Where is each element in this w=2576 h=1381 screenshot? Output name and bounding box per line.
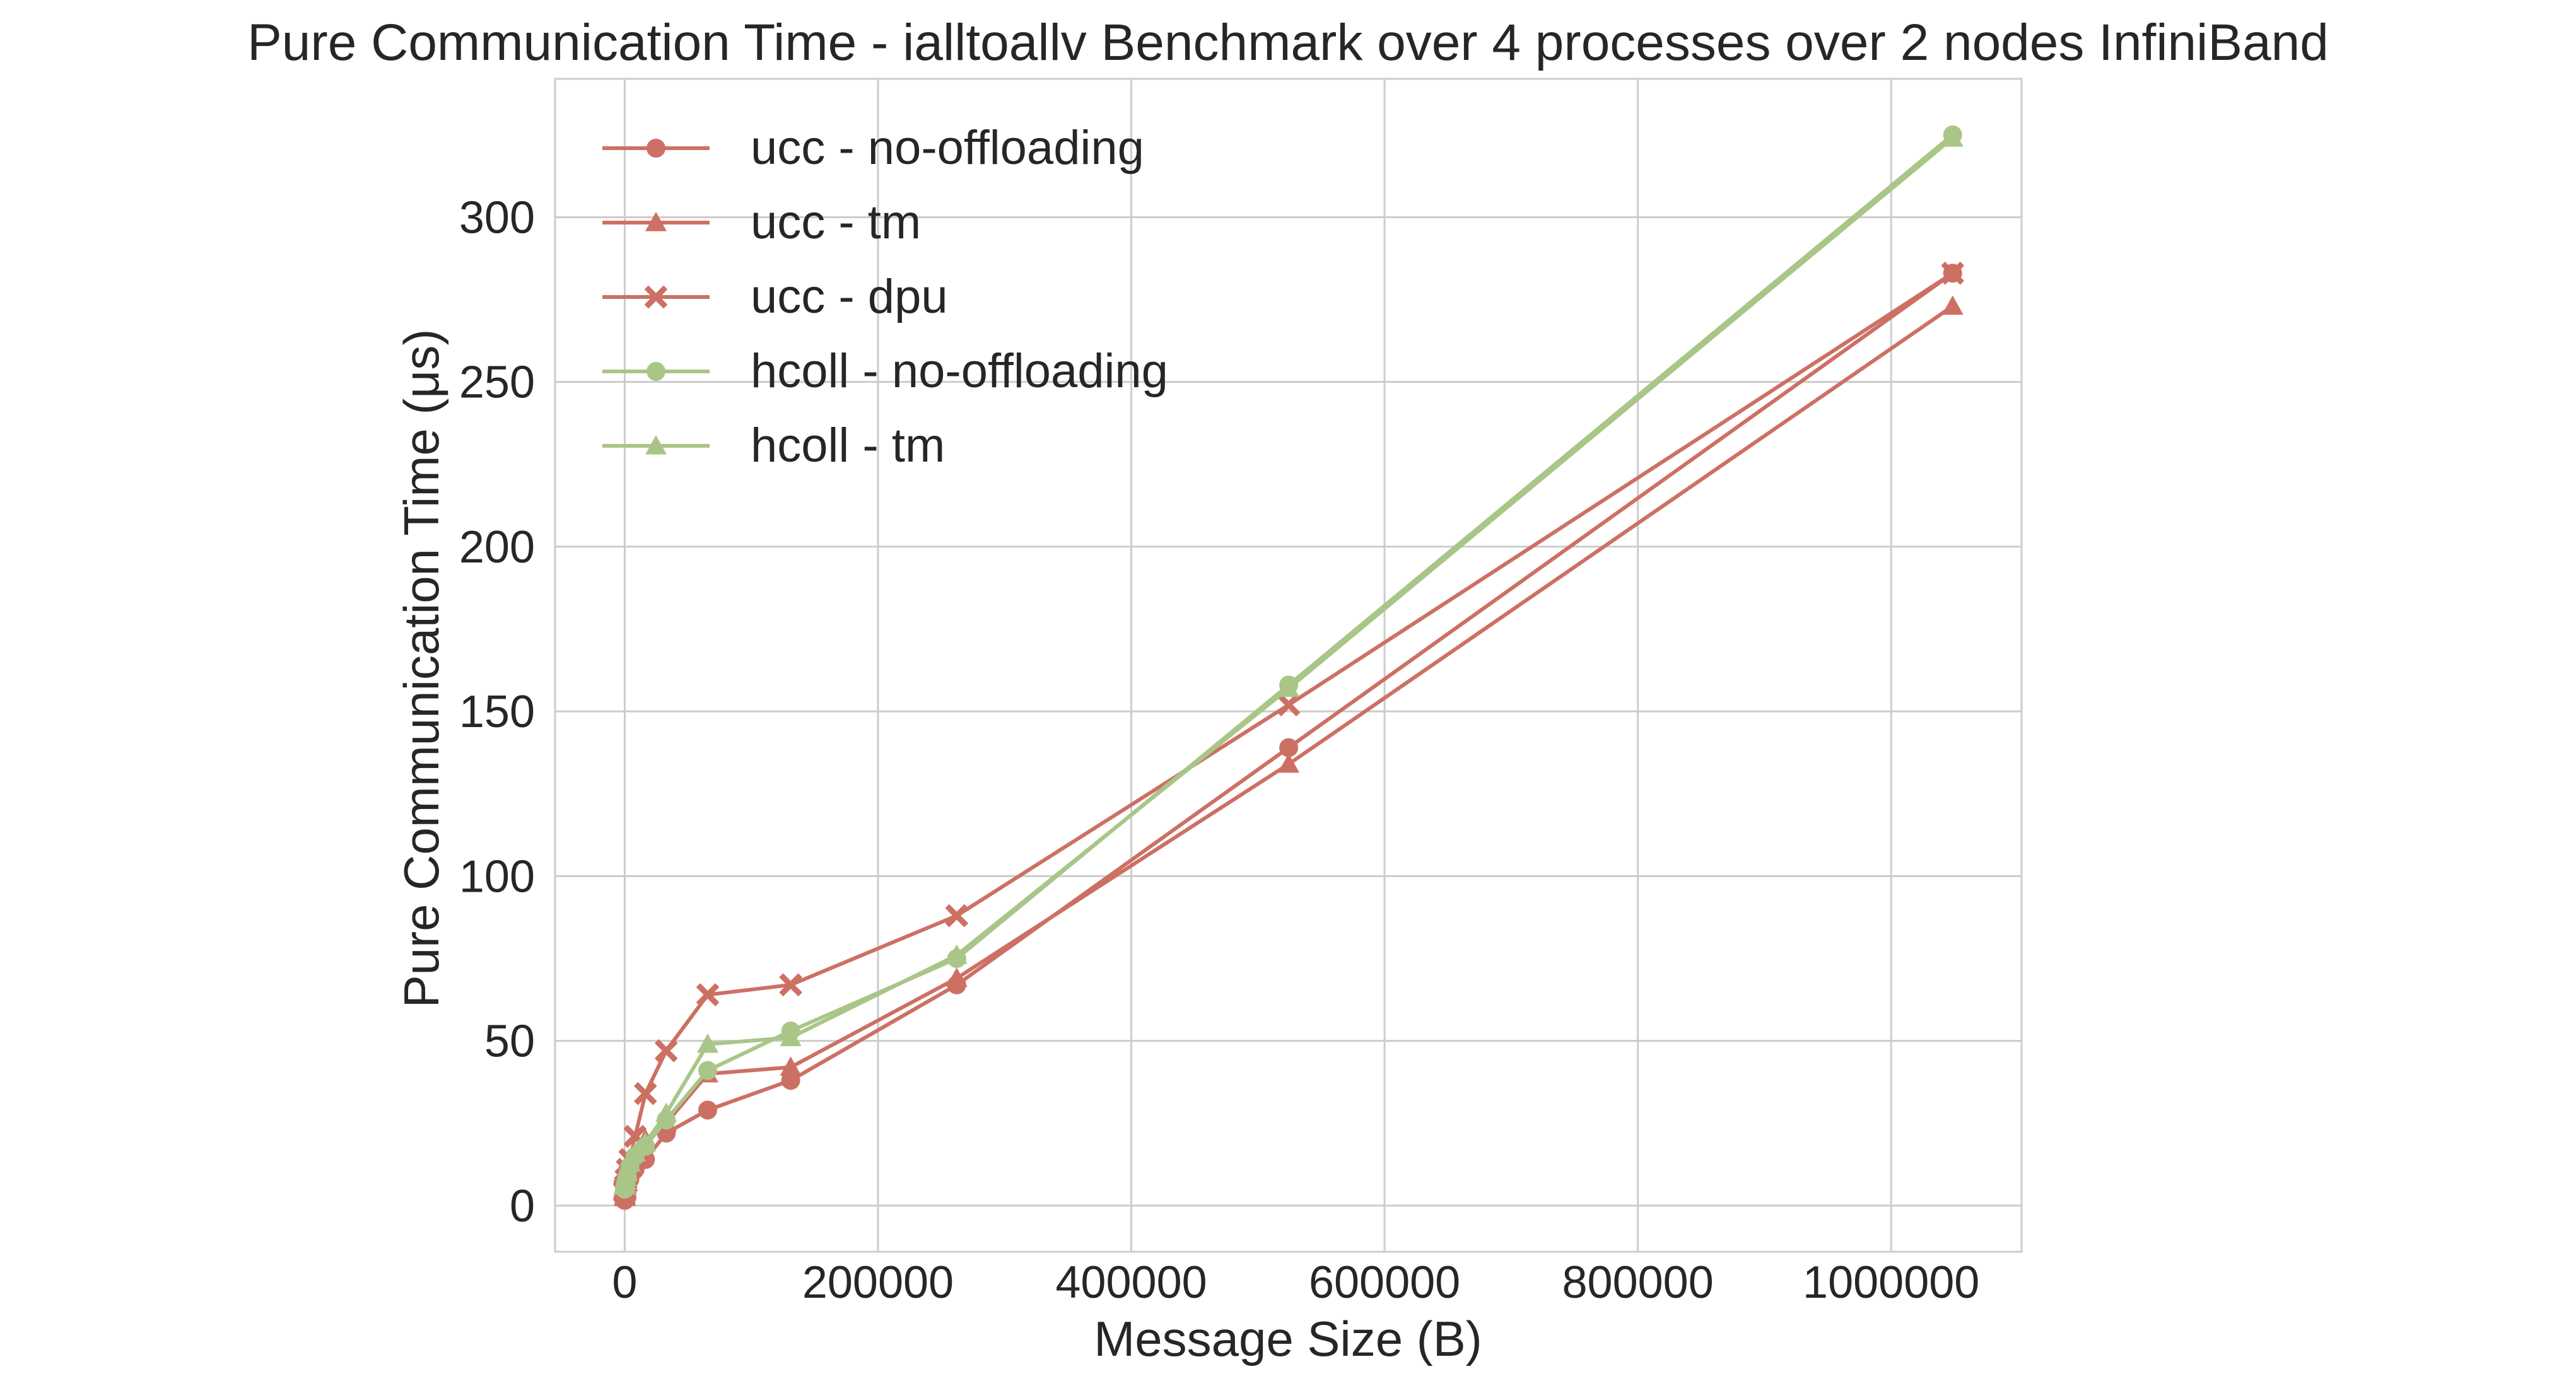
data-point <box>1278 677 1300 697</box>
plot-frame <box>554 78 2023 1253</box>
legend-label: hcoll - tm <box>751 419 945 472</box>
y-tick-label: 0 <box>510 1181 535 1232</box>
x-tick-label: 600000 <box>1309 1257 1460 1308</box>
legend-label: hcoll - no-offloading <box>751 344 1168 398</box>
legend-marker <box>647 362 665 381</box>
data-point <box>1941 261 1965 285</box>
data-point <box>655 1102 677 1122</box>
legend: ucc - no-offloading ucc - tm ucc - dpu hcol… <box>602 121 1168 472</box>
data-point <box>779 973 802 997</box>
data-point <box>696 983 720 1006</box>
data-point <box>946 944 968 964</box>
legend-label: ucc - dpu <box>751 270 948 323</box>
data-point <box>780 1056 802 1076</box>
y-tick-label: 100 <box>459 851 535 902</box>
data-point <box>1941 127 1964 147</box>
data-point <box>698 1100 718 1120</box>
x-axis-label: Message Size (B) <box>1094 1311 1482 1366</box>
data-point <box>1279 738 1299 757</box>
x-tick-label: 800000 <box>1562 1257 1714 1308</box>
y-tick-label: 200 <box>459 522 535 573</box>
data-point <box>654 1039 678 1063</box>
y-tick-label: 300 <box>459 192 535 243</box>
x-tick-label: 400000 <box>1055 1257 1207 1308</box>
y-axis-label: Pure Communication Time (μs) <box>394 329 449 1008</box>
x-tick-label: 0 <box>612 1257 637 1308</box>
y-tick-label: 250 <box>459 358 535 408</box>
plot-area: 0 200000 400000 600000 800000 1000000 0 50 100 15… <box>459 78 2023 1308</box>
data-point <box>1277 693 1301 717</box>
legend-label: ucc - tm <box>751 195 921 249</box>
legend-marker <box>644 285 668 309</box>
x-tick-label: 1000000 <box>1803 1257 1979 1308</box>
data-point <box>1278 753 1300 773</box>
data-point <box>635 1132 657 1152</box>
data-point <box>945 904 969 928</box>
y-tick-label: 50 <box>484 1017 535 1067</box>
data-point <box>633 1081 657 1105</box>
data-point <box>1941 295 1964 315</box>
data-point <box>946 967 968 987</box>
y-tick-label: 150 <box>459 687 535 737</box>
legend-marker <box>647 139 665 158</box>
legend-label: ucc - no-offloading <box>751 121 1144 175</box>
data-point <box>619 1151 641 1172</box>
data-point <box>624 1142 646 1162</box>
chart-title: Pure Communication Time - ialltoallv Ben… <box>247 14 2329 71</box>
legend-marker <box>645 435 667 455</box>
legend-marker <box>645 212 667 231</box>
data-point <box>698 1061 718 1080</box>
x-tick-label: 200000 <box>802 1257 954 1308</box>
data-point <box>616 1162 638 1182</box>
data-point <box>780 1027 802 1046</box>
data-point <box>697 1033 719 1053</box>
